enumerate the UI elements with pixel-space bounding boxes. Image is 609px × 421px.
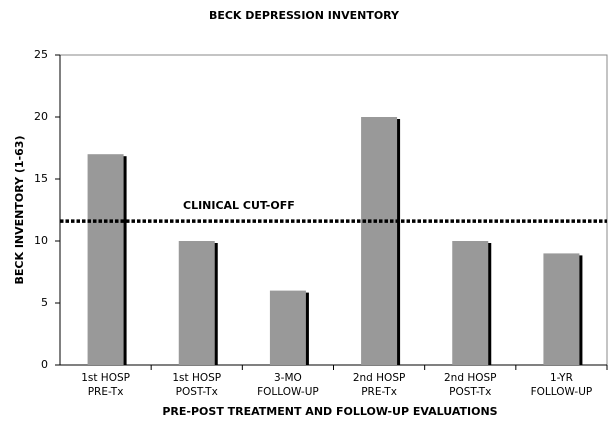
y-axis-label: BECK INVENTORY (1-63) bbox=[13, 136, 26, 285]
bar bbox=[178, 241, 215, 365]
bar bbox=[452, 241, 489, 365]
x-tick-label-box: 1st HOSP POST-Tx bbox=[172, 372, 222, 398]
reference-label: CLINICAL CUT-OFF bbox=[183, 199, 295, 212]
y-tick-label: 10 bbox=[34, 234, 48, 247]
x-tick-label-box: 1st HOSP PRE-Tx bbox=[81, 372, 130, 398]
chart-title: BECK DEPRESSION INVENTORY bbox=[209, 9, 400, 22]
x-axis-label: PRE-POST TREATMENT AND FOLLOW-UP EVALUAT… bbox=[162, 405, 497, 418]
x-tick-label-box: 2nd HOSP PRE-Tx bbox=[352, 372, 406, 398]
bar bbox=[269, 290, 306, 365]
x-tick-label-box: 1-YR FOLLOW-UP bbox=[530, 372, 593, 398]
x-tick-label: 1st HOSP POST-Tx bbox=[172, 372, 222, 398]
x-tick-label: 1-YR FOLLOW-UP bbox=[530, 372, 593, 398]
y-tick-label: 0 bbox=[41, 358, 48, 371]
x-tick-label: 3-MO FOLLOW-UP bbox=[257, 372, 319, 398]
y-tick-label: 15 bbox=[34, 172, 48, 185]
bar bbox=[87, 154, 124, 365]
x-tick-label-box: 3-MO FOLLOW-UP bbox=[257, 372, 319, 398]
x-tick-label-box: 2nd HOSP POST-Tx bbox=[443, 372, 497, 398]
bar bbox=[361, 117, 398, 365]
x-tick-label: 2nd HOSP PRE-Tx bbox=[352, 372, 406, 398]
bar bbox=[543, 253, 580, 365]
x-tick-label: 2nd HOSP POST-Tx bbox=[443, 372, 497, 398]
x-tick-label: 1st HOSP PRE-Tx bbox=[81, 372, 130, 398]
plot-frame bbox=[59, 54, 608, 366]
y-tick-label: 25 bbox=[34, 48, 48, 61]
y-tick-label: 5 bbox=[41, 296, 48, 309]
y-tick-label: 20 bbox=[34, 110, 48, 123]
